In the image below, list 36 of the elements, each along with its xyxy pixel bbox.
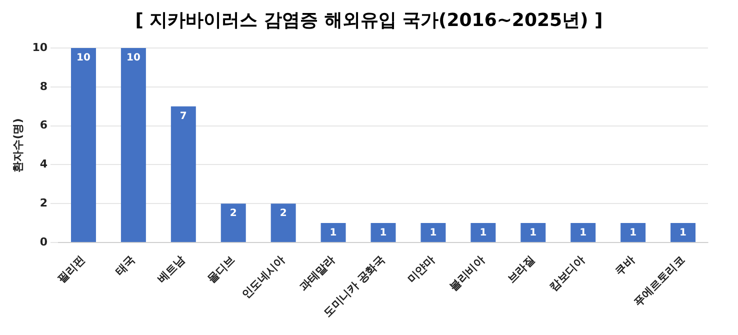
data-label: 1 xyxy=(330,228,337,239)
bar xyxy=(670,223,696,242)
bar xyxy=(520,223,546,242)
bar xyxy=(420,223,446,242)
y-tick-label: 8 xyxy=(40,80,48,93)
bar xyxy=(620,223,646,242)
data-label: 1 xyxy=(530,228,537,239)
bar xyxy=(71,48,96,242)
data-label: 10 xyxy=(126,52,140,64)
data-label: 2 xyxy=(280,208,287,220)
y-tick-label: 2 xyxy=(40,196,48,210)
bar xyxy=(570,223,596,242)
data-label: 1 xyxy=(630,228,637,239)
data-label: 1 xyxy=(680,228,687,239)
bar xyxy=(120,48,146,242)
y-tick-label: 0 xyxy=(40,235,48,248)
bar xyxy=(470,223,496,242)
data-label: 10 xyxy=(76,52,90,64)
bar xyxy=(170,106,196,242)
y-axis-title: 환자수(명) xyxy=(11,118,24,172)
data-label: 1 xyxy=(580,228,587,239)
x-tick-label: 태국 xyxy=(112,253,138,278)
data-label: 2 xyxy=(230,208,237,220)
y-tick-label: 10 xyxy=(32,40,48,54)
chart-title: [ 지카바이러스 감염증 해외유입 국가(2016~2025년) ] xyxy=(134,9,604,33)
data-label: 1 xyxy=(380,228,387,239)
bar xyxy=(220,204,246,242)
data-label: 1 xyxy=(480,228,487,239)
data-label: 1 xyxy=(430,228,437,239)
bar xyxy=(370,223,396,242)
bar xyxy=(270,204,296,242)
y-tick-label: 6 xyxy=(40,118,48,132)
bar xyxy=(320,223,346,242)
y-tick-label: 4 xyxy=(40,158,48,171)
data-label: 7 xyxy=(180,110,187,122)
x-tick-label: 쿠바 xyxy=(612,253,638,278)
